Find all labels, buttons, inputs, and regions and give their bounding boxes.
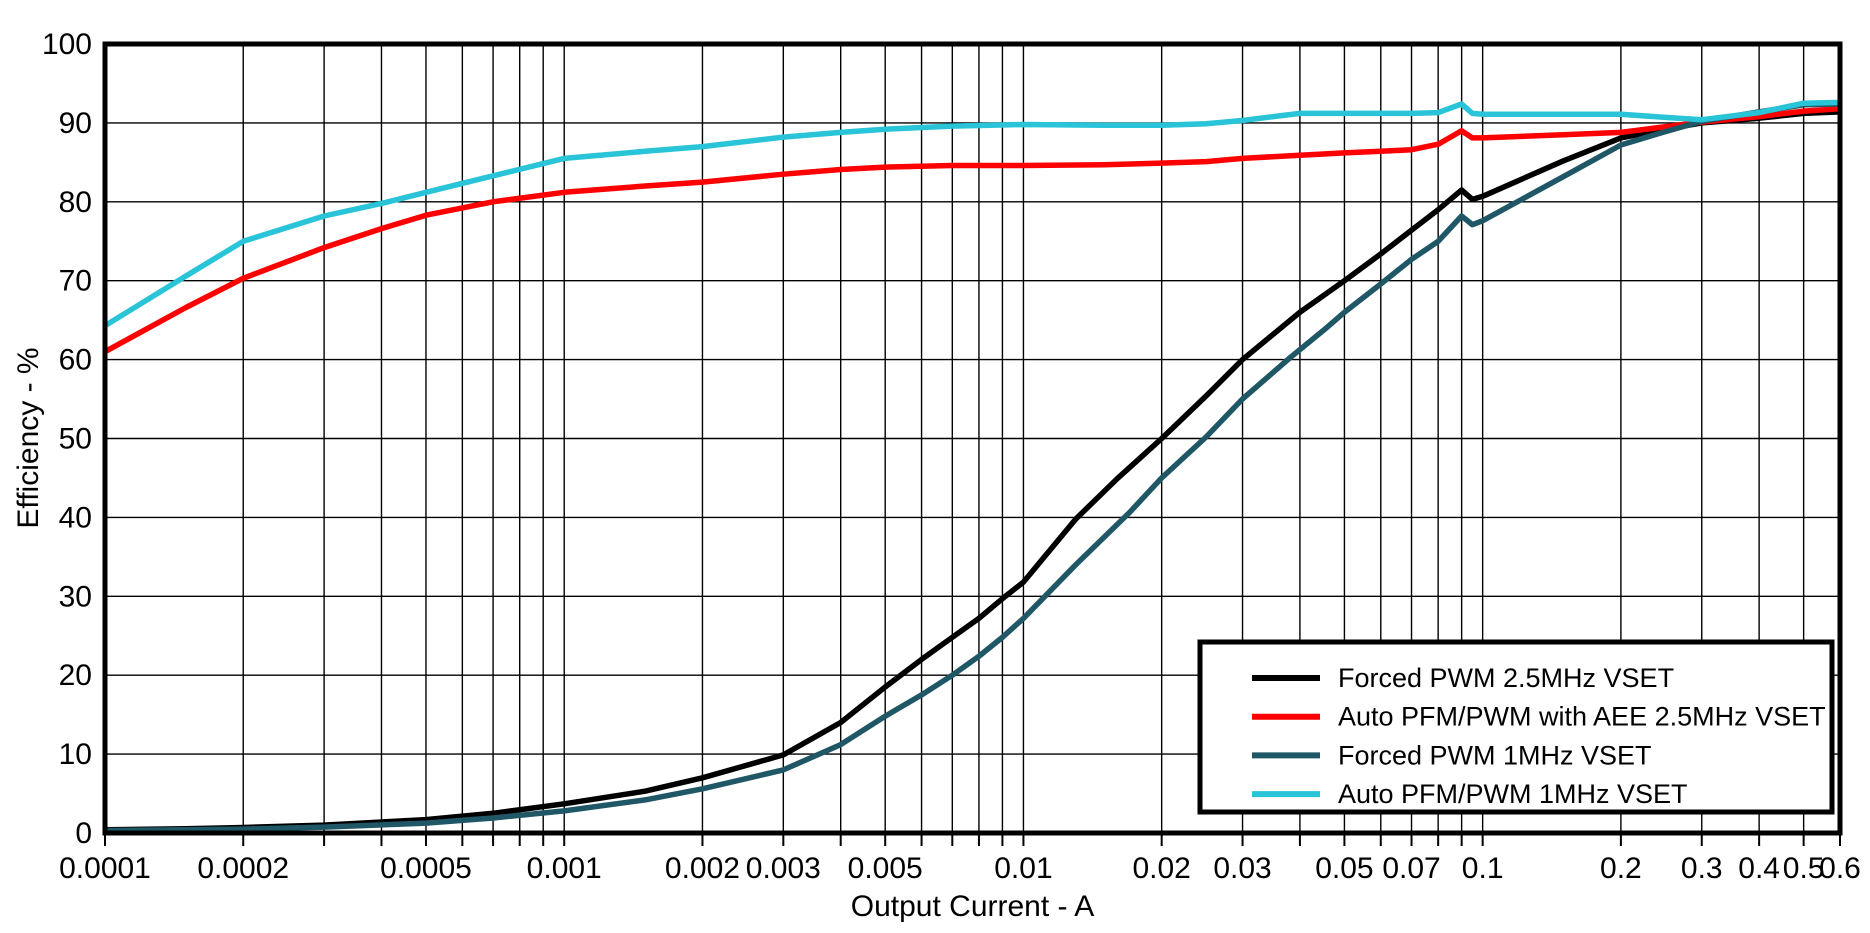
x-axis-ticks [104,835,1841,846]
x-tick-label: 0.005 [848,852,923,885]
y-tick-label: 70 [59,265,92,298]
series-line-4 [103,99,1841,329]
legend-item: Forced PWM 2.5MHz VSET [1252,663,1674,693]
legend-box [1197,639,1835,815]
x-tick-label: 0.003 [746,852,821,885]
x-axis-tick-labels: 0.0001 0.0002 0.0005 0.001 0.002 0.003 0.005 0.… [59,852,1861,885]
legend-label: Forced PWM 1MHz VSET [1338,740,1652,770]
legend-item: Auto PFM/PWM with AEE 2.5MHz VSET [1252,702,1826,732]
x-tick-label: 0.02 [1132,852,1190,885]
x-tick-label: 0.2 [1600,852,1642,885]
y-tick-label: 60 [59,344,92,377]
x-tick-label: 0.001 [527,852,602,885]
x-tick-label: 0.03 [1213,852,1271,885]
x-tick-label: 0.0005 [380,852,472,885]
legend-label: Auto PFM/PWM 1MHz VSET [1338,779,1688,809]
y-tick-label: 40 [59,501,92,534]
y-tick-label: 90 [59,107,92,140]
x-tick-label: 0.01 [994,852,1052,885]
y-tick-label: 50 [59,423,92,456]
y-axis-tick-labels: 0 10 20 30 40 50 60 70 80 90 100 [42,28,92,850]
x-tick-label: 0.002 [665,852,740,885]
y-tick-label: 10 [59,738,92,771]
legend-item: Auto PFM/PWM 1MHz VSET [1252,779,1688,809]
y-tick-label: 20 [59,659,92,692]
series-line-1 [104,109,1841,833]
y-tick-label: 30 [59,580,92,613]
legend-label: Auto PFM/PWM with AEE 2.5MHz VSET [1338,702,1826,732]
y-tick-label: 100 [42,28,92,61]
x-tick-label: 0.3 [1681,852,1723,885]
data-series-lines [103,99,1841,834]
x-tick-label: 0.0001 [59,852,151,885]
series-line-3 [104,101,1841,834]
x-tick-label: 0.6 [1819,852,1861,885]
x-axis-title: Output Current - A [851,890,1094,923]
y-tick-label: 0 [75,817,92,850]
plot-border [102,41,1843,836]
x-tick-label: 0.05 [1315,852,1373,885]
x-tick-label: 0.4 [1738,852,1780,885]
x-tick-label: 0.1 [1462,852,1504,885]
legend-label: Forced PWM 2.5MHz VSET [1338,663,1674,693]
series-line-2 [103,105,1841,355]
x-tick-label: 0.0002 [197,852,289,885]
y-tick-label: 80 [59,186,92,219]
x-tick-label: 0.07 [1382,852,1440,885]
legend-item: Forced PWM 1MHz VSET [1252,740,1652,770]
legend: Forced PWM 2.5MHz VSET Auto PFM/PWM with … [1197,639,1835,815]
y-axis-title: Efficiency - % [12,347,45,528]
x-tick-label: 0.5 [1783,852,1825,885]
